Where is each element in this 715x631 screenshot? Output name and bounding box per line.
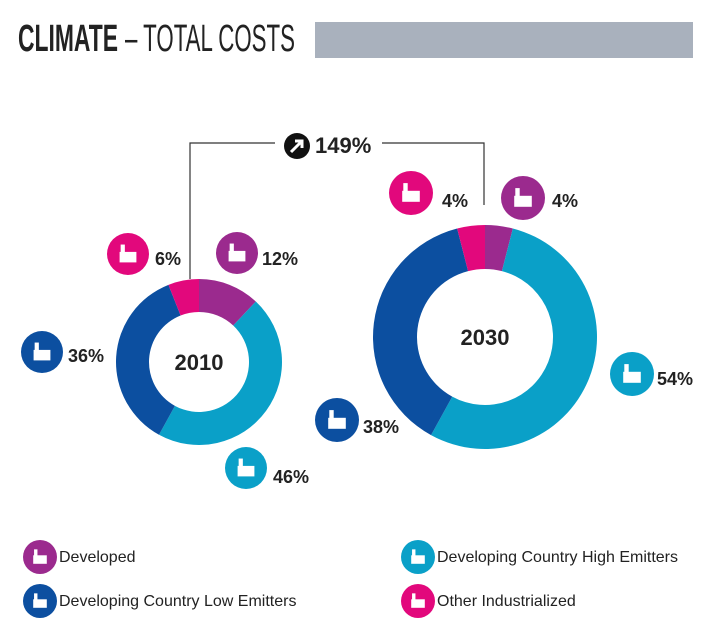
- growth-label: 149%: [315, 133, 371, 158]
- title: CLIMATE: [18, 18, 118, 60]
- icon-glyph: [403, 183, 408, 192]
- donut-segment: [116, 284, 181, 435]
- icon-glyph: [412, 593, 416, 601]
- legend-label: Other Industrialized: [437, 593, 576, 610]
- icon-glyph: [228, 250, 246, 262]
- icon-glyph: [34, 593, 38, 601]
- value-label: 4%: [442, 191, 468, 211]
- icon-glyph: [33, 349, 51, 361]
- icon-glyph: [119, 251, 137, 263]
- value-label: 6%: [155, 249, 181, 269]
- icon-glyph: [623, 371, 641, 383]
- value-label: 12%: [262, 249, 298, 269]
- donut-segment: [431, 228, 597, 449]
- donut-segment: [485, 225, 513, 272]
- center-label: 2030: [461, 325, 510, 350]
- connector: [382, 142, 485, 205]
- value-label: 36%: [68, 346, 104, 366]
- icon-glyph: [33, 555, 47, 564]
- icon-glyph: [34, 342, 39, 351]
- growth-arrow: [289, 139, 304, 154]
- icon-glyph: [329, 410, 334, 419]
- donut-segment: [373, 228, 469, 436]
- connector: [189, 142, 275, 279]
- icon-glyph: [229, 243, 234, 252]
- icon-glyph: [411, 599, 425, 608]
- icon-glyph: [237, 465, 255, 477]
- value-label: 4%: [552, 191, 578, 211]
- subtitle: – TOTAL COSTS: [125, 18, 295, 60]
- icon-glyph: [411, 555, 425, 564]
- icon-glyph: [238, 458, 243, 467]
- center-label: 2010: [175, 350, 224, 375]
- legend-label: Developed: [59, 549, 136, 566]
- legend-label: Developing Country High Emitters: [437, 549, 678, 566]
- icon-glyph: [33, 599, 47, 608]
- icon-glyph: [514, 195, 532, 207]
- icon-glyph: [402, 190, 420, 202]
- donut-segment: [199, 279, 256, 326]
- icon-glyph: [120, 244, 125, 253]
- icon-glyph: [624, 364, 629, 373]
- icon-glyph: [34, 549, 38, 557]
- icon-glyph: [412, 549, 416, 557]
- donut-segment: [457, 225, 485, 272]
- donut-segment: [168, 279, 199, 316]
- value-label: 46%: [273, 467, 309, 487]
- icon-glyph: [328, 417, 346, 429]
- value-label: 54%: [657, 369, 693, 389]
- icon-glyph: [515, 188, 520, 197]
- legend-label: Developing Country Low Emitters: [59, 593, 296, 610]
- value-label: 38%: [363, 417, 399, 437]
- header-bar: [315, 22, 693, 58]
- donut-segment: [159, 301, 282, 446]
